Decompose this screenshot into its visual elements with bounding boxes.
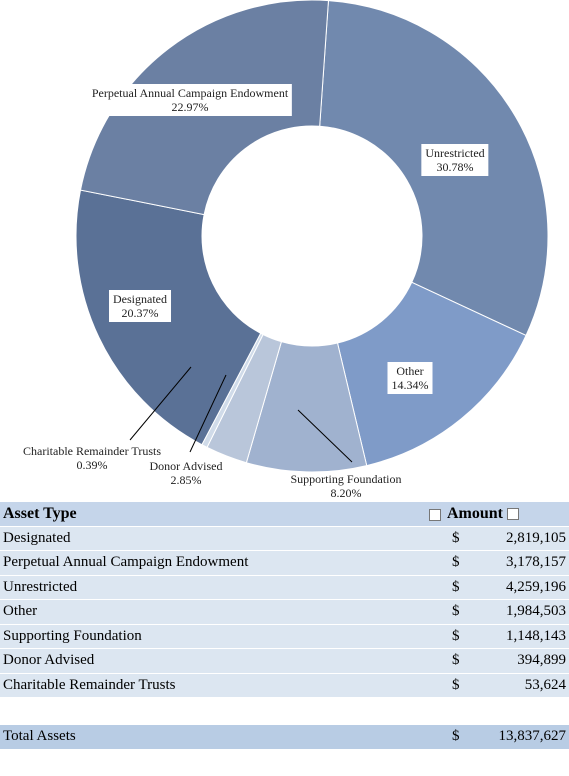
chart [75, 0, 549, 473]
label-category: Unrestricted [425, 146, 485, 160]
asset-type: Charitable Remainder Trusts [0, 673, 444, 698]
table-row: Designated $2,819,105 [0, 526, 569, 551]
label-value: 30.78% [436, 160, 474, 174]
asset-type: Supporting Foundation [0, 624, 444, 649]
asset-type: Unrestricted [0, 575, 444, 600]
table-row: Unrestricted $4,259,196 [0, 575, 569, 600]
table-row: Supporting Foundation $1,148,143 [0, 624, 569, 649]
data-label: Supporting Foundation 8.20% [290, 472, 401, 500]
asset-type: Designated [0, 526, 444, 551]
label-value: 2.85% [170, 473, 202, 487]
asset-type: Other [0, 599, 444, 625]
header-cell: Amount [444, 502, 569, 527]
leader-line [297, 409, 353, 463]
currency: $ [444, 550, 475, 576]
blank-row [0, 697, 569, 725]
header-cell: Asset Type [0, 502, 444, 527]
data-label: Donor Advised 2.85% [150, 459, 223, 487]
label-category: Supporting Foundation [290, 472, 402, 486]
leader-line [129, 366, 192, 441]
amount: 4,259,196 [475, 575, 569, 600]
label-category: Other [396, 364, 424, 378]
header-text: Asset Type [3, 504, 77, 522]
currency: $ [444, 599, 475, 625]
table-row: Perpetual Annual Campaign Endowment $3,17… [0, 550, 569, 576]
amount: 53,624 [475, 673, 569, 698]
label-category: Designated [113, 292, 167, 306]
total-row: Total Assets $ 13,837,627 [0, 724, 569, 750]
currency: $ [444, 624, 475, 649]
amount: 2,819,105 [475, 526, 569, 551]
label-category: Donor Advised [149, 459, 223, 473]
total-label: Total Assets [0, 724, 444, 750]
amount: 394,899 [475, 648, 569, 674]
total-amount: 13,837,627 [475, 724, 569, 750]
data-label: Other 14.34% [387, 362, 433, 394]
label-category: Charitable Remainder Trusts [23, 444, 161, 458]
amount: 1,148,143 [475, 624, 569, 649]
label-value: 22.97% [171, 100, 209, 114]
sort-button[interactable] [507, 508, 520, 521]
label-value: 8.20% [330, 486, 362, 500]
currency: $ [444, 575, 475, 600]
table-row: Charitable Remainder Trusts $53,624 [0, 673, 569, 698]
label-value: 14.34% [391, 378, 429, 392]
data-label: Designated 20.37% [109, 290, 171, 322]
total-currency: $ [444, 724, 475, 750]
label-value: 20.37% [121, 306, 159, 320]
amount: 3,178,157 [475, 550, 569, 576]
currency: $ [444, 673, 475, 698]
currency: $ [444, 526, 475, 551]
table-row: Other $1,984,503 [0, 599, 569, 625]
asset-type: Donor Advised [0, 648, 444, 674]
label-category: Perpetual Annual Campaign Endowment [91, 86, 289, 100]
data-label: Charitable Remainder Trusts 0.39% [23, 444, 161, 472]
leader-line [189, 374, 227, 453]
table-row: Donor Advised $394,899 [0, 648, 569, 674]
amount: 1,984,503 [475, 599, 569, 625]
header-row: Asset Type Amount [0, 502, 569, 527]
data-label: Unrestricted 30.78% [421, 144, 489, 176]
header-text: Amount [447, 504, 504, 522]
currency: $ [444, 648, 475, 674]
asset-table: Asset Type Amount Designated $2,819,105 Pe… [0, 502, 569, 750]
data-label: Perpetual Annual Campaign Endowment 22.97… [87, 84, 293, 116]
label-value: 0.39% [76, 458, 108, 472]
asset-type: Perpetual Annual Campaign Endowment [0, 550, 444, 576]
filter-button[interactable] [429, 508, 441, 521]
